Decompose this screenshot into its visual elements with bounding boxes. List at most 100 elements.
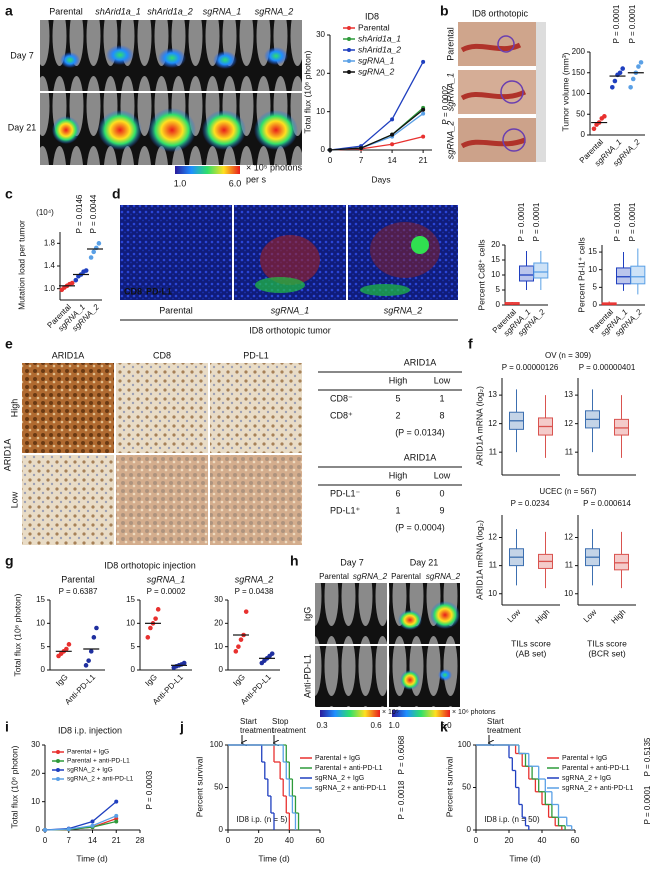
- y-tick-label: 12: [488, 419, 497, 428]
- data-point: [628, 84, 633, 90]
- series-line: [329, 61, 424, 151]
- row-label: Anti-PD-L1: [302, 654, 312, 698]
- tumor-circle: [497, 35, 515, 53]
- chart-title: ID8 i.p. injection: [58, 725, 122, 735]
- micrograph: [116, 455, 208, 545]
- annotation: P = 0.0001: [628, 4, 637, 43]
- y-tick-label: 0: [41, 665, 46, 674]
- y-tick-label: 5: [41, 642, 46, 651]
- table-cell: 6: [395, 488, 400, 498]
- x-tick-label: Low: [582, 607, 599, 624]
- y-tick-label: 100: [572, 89, 586, 98]
- y-tick-label: 10: [491, 270, 500, 279]
- data-point: [612, 78, 618, 84]
- data-point: [602, 114, 607, 119]
- data-point: [64, 646, 69, 652]
- panel-label: g: [5, 553, 14, 569]
- column-label: CD8: [153, 350, 171, 360]
- legend-label: sgRNA_2 + IgG: [67, 767, 113, 774]
- data-point: [421, 59, 426, 64]
- y-tick-label: 11: [565, 447, 574, 456]
- legend-label: sgRNA_2: [358, 66, 395, 76]
- bioluminescence-images: [40, 20, 302, 174]
- x-tick-label: 0: [43, 836, 48, 845]
- data-point: [148, 625, 153, 631]
- annotation: P = 0.0438: [235, 587, 274, 596]
- legend-marker: [56, 768, 60, 772]
- x-tick-label: IgG: [231, 673, 246, 688]
- y-tick-label: 30: [214, 595, 223, 604]
- x-tick-label: 20: [254, 836, 263, 845]
- pd-l1-signal: [260, 235, 320, 285]
- series-line: [44, 801, 117, 831]
- panel-label: e: [5, 336, 13, 352]
- photo: [458, 118, 546, 162]
- signal: [398, 610, 422, 630]
- legend-label: sgRNA_2 + anti-PD-L1: [315, 785, 387, 792]
- tissue: [460, 137, 526, 149]
- colorbar-label: 1.0: [388, 721, 400, 730]
- y-tick-label: 15: [126, 595, 135, 604]
- legend-label: Parental + IgG: [67, 749, 109, 756]
- annotation: P = 0.0001: [612, 4, 621, 43]
- y-axis-label: ARID1A mRNA (log₂): [474, 520, 484, 600]
- column-label: PD-L1: [243, 350, 269, 360]
- table-cell: 5: [395, 393, 400, 403]
- table-cell: 2: [395, 410, 400, 420]
- x-tick-label: IgG: [143, 673, 158, 688]
- table-row-label: CD8⁺: [330, 410, 353, 420]
- data-point: [73, 277, 79, 283]
- y-tick-label: 20: [316, 68, 325, 77]
- annotation: treatment: [272, 726, 307, 735]
- y-tick-label: 50: [214, 783, 223, 792]
- data-point: [236, 644, 241, 649]
- data-point: [86, 658, 91, 663]
- y-tick-label: 0: [219, 825, 224, 834]
- y-tick-label: 15: [588, 247, 597, 256]
- group-label: sgRNA_2: [353, 572, 388, 581]
- chart-subtitle: sgRNA_1: [147, 574, 186, 584]
- series-line: [329, 107, 424, 151]
- x-tick-label: 60: [571, 836, 580, 845]
- table-column: Low: [434, 470, 451, 480]
- y-tick-label: 10: [316, 107, 325, 116]
- row-label: IgG: [302, 607, 312, 622]
- column-label: sgRNA_2: [384, 305, 423, 315]
- signal: [60, 52, 80, 68]
- immunofluorescence-images: [120, 205, 458, 321]
- data-point: [155, 607, 161, 612]
- data-point: [66, 827, 71, 832]
- table-row-label: CD8⁻: [330, 393, 353, 403]
- y-tick-label: 10: [31, 797, 40, 806]
- data-point: [617, 70, 623, 76]
- y-tick-label: 10: [214, 642, 223, 651]
- data-point: [88, 649, 94, 654]
- signal: [148, 108, 196, 152]
- legend-label: Parental + anti-PD-L1: [67, 758, 130, 765]
- column-label: Day 21: [410, 557, 439, 567]
- data-point: [181, 660, 187, 666]
- x-axis-label: Time (d): [76, 853, 107, 863]
- y-tick-label: 150: [572, 68, 586, 77]
- x-tick-label: Low: [506, 607, 523, 624]
- legend-label: shArid1a_2: [358, 44, 401, 54]
- data-point: [421, 134, 426, 139]
- row-label: sgRNA_1: [445, 73, 455, 112]
- annotation: P = 0.0001: [517, 202, 526, 241]
- data-point: [114, 813, 119, 818]
- table-row-label: PD-L1⁻: [330, 488, 361, 498]
- legend-label: sgRNA_2 + IgG: [315, 775, 364, 782]
- annotation: P = 0.0002: [441, 85, 450, 124]
- column-label: ARID1A: [52, 350, 85, 360]
- ruler: [536, 22, 546, 162]
- data-point: [153, 616, 158, 621]
- y-tick-label: 11: [489, 447, 498, 456]
- annotation: OV (n = 309): [545, 351, 591, 360]
- annotation: P = 0.0002: [147, 587, 186, 596]
- column-label: sgRNA_1: [203, 6, 242, 16]
- box: [630, 265, 646, 285]
- annotation: treatment: [240, 726, 275, 735]
- cd8-signal: [411, 236, 429, 254]
